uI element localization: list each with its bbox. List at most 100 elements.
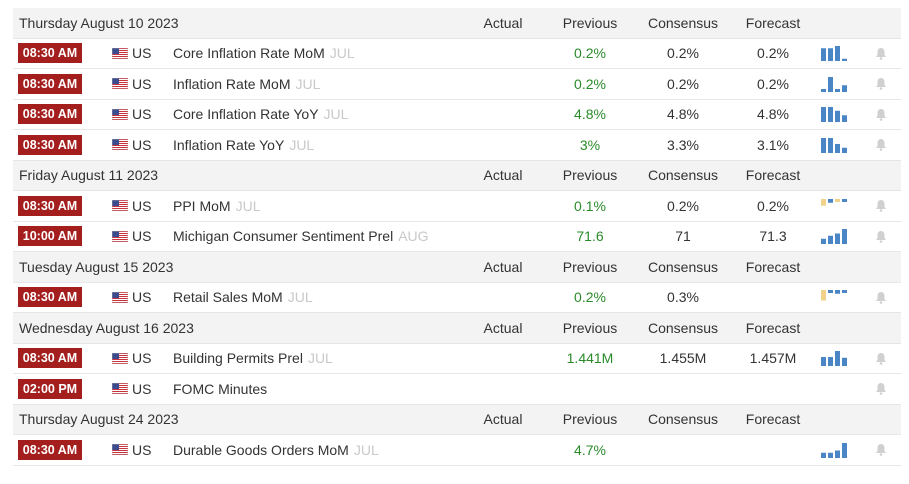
event-consensus: 4.8% [667,106,699,123]
event-name[interactable]: FOMC Minutes [173,380,268,397]
event-consensus: 3.3% [667,136,699,153]
event-name-link[interactable]: Core Inflation Rate YoY JUL [173,100,348,130]
event-row[interactable]: 08:30 AM US Inflation Rate MoM JUL 0.2% 0.2% 0… [13,69,901,100]
event-row[interactable]: 08:30 AM US Building Permits Prel JUL 1.441M… [13,344,901,374]
event-name[interactable]: Building Permits Prel [173,350,303,367]
event-row[interactable]: 08:30 AM US Durable Goods Orders MoM JUL 4.7… [13,435,901,466]
event-forecast [723,435,823,465]
sparkline-svg [821,76,847,92]
event-consensus: 1.455M [659,350,707,367]
event-country: US [132,441,152,458]
event-name[interactable]: Core Inflation Rate MoM [173,45,325,62]
event-actual [453,191,553,221]
event-period: JUL [329,45,355,62]
event-name-link[interactable]: Durable Goods Orders MoM JUL [173,435,379,465]
event-row[interactable]: 08:30 AM US Inflation Rate YoY JUL 3% 3.3% 3.1… [13,130,901,161]
event-period: JUL [323,106,349,123]
sparkline-bar [835,88,840,92]
event-previous: 4.8% [574,106,606,123]
event-period: JUL [295,75,321,92]
sparkline-chart[interactable] [821,283,851,313]
us-flag-icon [112,344,128,374]
bell-icon[interactable] [875,374,891,404]
event-actual [453,435,553,465]
sparkline-chart[interactable] [821,222,851,252]
sparkline-svg [821,229,847,245]
column-header-consensus: Consensus [647,319,719,336]
event-time-badge: 08:30 AM [18,73,82,94]
sparkline-bar [842,85,847,92]
bell-icon[interactable] [875,100,891,130]
bell-icon[interactable] [875,435,891,465]
event-name-link[interactable]: Inflation Rate MoM JUL [173,69,320,99]
event-name-link[interactable]: Inflation Rate YoY JUL [173,130,314,160]
bell-icon[interactable] [875,283,891,313]
event-name-link[interactable]: Michigan Consumer Sentiment Prel AUG [173,222,429,252]
sparkline-chart[interactable] [821,344,851,374]
column-header-previous: Previous [562,14,618,31]
event-country: US [132,350,152,367]
event-row[interactable]: 08:30 AM US Core Inflation Rate MoM JUL 0.2%… [13,39,901,69]
event-forecast: 3.1% [757,136,789,153]
column-header-previous: Previous [562,258,618,275]
us-flag-icon [112,283,128,313]
event-name-link[interactable]: Core Inflation Rate MoM JUL [173,39,355,69]
sparkline-bar [821,198,826,206]
event-name[interactable]: Core Inflation Rate YoY [173,106,319,123]
event-previous: 0.2% [574,289,606,306]
event-row[interactable]: 10:00 AM US Michigan Consumer Sentiment Pr… [13,222,901,252]
event-name[interactable]: Durable Goods Orders MoM [173,441,349,458]
us-flag-icon [112,222,128,252]
event-row[interactable]: 08:30 AM US Retail Sales MoM JUL 0.2% 0.3% [13,283,901,313]
sparkline-chart[interactable] [821,39,851,69]
event-forecast: 71.3 [759,228,787,245]
us-flag-icon [112,130,128,160]
column-header-consensus: Consensus [647,411,719,428]
section-date: Friday August 11 2023 [19,167,159,184]
sparkline-bar [842,147,847,153]
event-previous: 3% [579,136,601,153]
sparkline-bar [821,239,826,245]
event-consensus: 0.3% [667,289,699,306]
bell-icon[interactable] [875,39,891,69]
sparkline-chart[interactable] [821,130,851,160]
event-row[interactable]: 02:00 PM US FOMC Minutes [13,374,901,405]
sparkline-chart[interactable] [821,100,851,130]
event-previous: 0.2% [574,45,606,62]
bell-icon[interactable] [875,69,891,99]
sparkline-chart[interactable] [821,374,851,404]
bell-icon[interactable] [875,191,891,221]
bell-icon[interactable] [875,344,891,374]
event-previous: 0.1% [574,197,606,214]
column-header-actual: Actual [483,319,523,336]
column-header-previous: Previous [562,167,618,184]
event-name[interactable]: PPI MoM [173,197,231,214]
sparkline-chart[interactable] [821,191,851,221]
sparkline-bar [828,452,833,458]
sparkline-bar [835,351,840,367]
sparkline-bar [828,357,833,367]
bell-icon[interactable] [875,222,891,252]
date-header-row: Tuesday August 15 2023 Actual Previous Cons… [13,252,901,283]
event-forecast: 1.457M [749,350,797,367]
sparkline-chart[interactable] [821,69,851,99]
bell-icon[interactable] [875,130,891,160]
event-row[interactable]: 08:30 AM US PPI MoM JUL 0.1% 0.2% 0.2% [13,191,901,222]
sparkline-bar [821,88,826,92]
event-row[interactable]: 08:30 AM US Core Inflation Rate YoY JUL 4.8%… [13,100,901,130]
event-name[interactable]: Michigan Consumer Sentiment Prel [173,228,394,245]
column-header-actual: Actual [483,258,523,275]
event-name-link[interactable]: PPI MoM JUL [173,191,260,221]
event-time-badge: 08:30 AM [18,348,82,369]
sparkline-chart[interactable] [821,435,851,465]
event-name[interactable]: Retail Sales MoM [173,289,283,306]
event-name-link[interactable]: FOMC Minutes [173,374,272,404]
sparkline-bar [842,198,847,202]
event-time-badge: 02:00 PM [18,378,82,399]
event-name-link[interactable]: Building Permits Prel JUL [173,344,333,374]
column-header-forecast: Forecast [745,319,801,336]
event-name-link[interactable]: Retail Sales MoM JUL [173,283,313,313]
event-name[interactable]: Inflation Rate MoM [173,75,291,92]
event-name[interactable]: Inflation Rate YoY [173,136,285,153]
event-time-badge: 08:30 AM [18,439,82,460]
